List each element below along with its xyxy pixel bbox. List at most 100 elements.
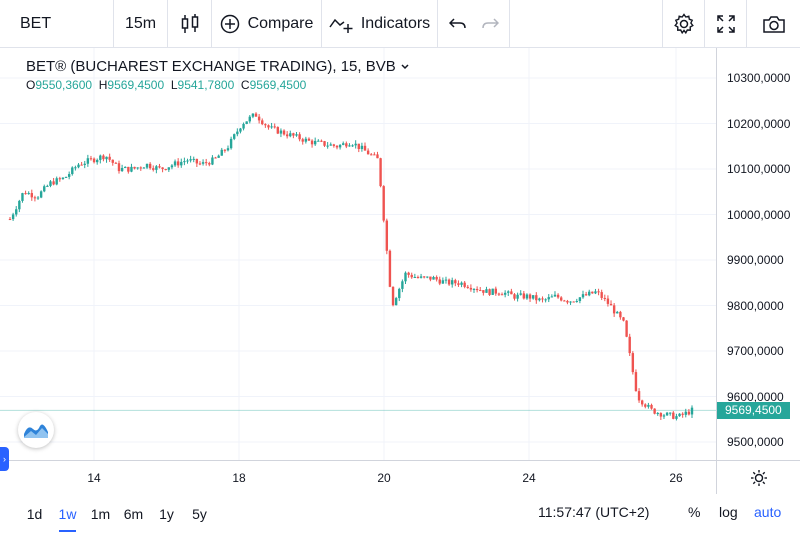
candle-body bbox=[625, 320, 628, 337]
indicators-button[interactable]: Indicators bbox=[322, 0, 438, 48]
candle-body bbox=[619, 311, 622, 318]
candle-body bbox=[560, 297, 563, 301]
candle-body bbox=[454, 280, 457, 284]
candle-body bbox=[173, 161, 177, 166]
candle-body bbox=[348, 145, 351, 147]
candle-body bbox=[507, 291, 510, 293]
candle-body bbox=[656, 413, 659, 415]
candle-body bbox=[600, 292, 603, 298]
candle-body bbox=[92, 158, 96, 163]
chart-settings-corner[interactable] bbox=[716, 460, 800, 494]
range-button-1d[interactable]: 1d bbox=[26, 506, 43, 522]
time-axis-label: 26 bbox=[669, 471, 683, 485]
fullscreen-icon bbox=[716, 14, 736, 34]
range-button-1m[interactable]: 1m bbox=[90, 506, 111, 522]
candle-body bbox=[285, 134, 289, 137]
candle-body bbox=[388, 250, 392, 287]
range-button-6m[interactable]: 6m bbox=[123, 506, 144, 522]
candle-body bbox=[58, 178, 62, 180]
candle-body bbox=[690, 407, 694, 415]
candle-body bbox=[588, 291, 591, 296]
high-key: H bbox=[98, 78, 108, 92]
candle-body bbox=[145, 163, 149, 168]
interval-button[interactable]: 15m bbox=[114, 0, 168, 48]
candle-body bbox=[310, 140, 314, 145]
chart-pane[interactable] bbox=[0, 48, 716, 460]
percent-toggle[interactable]: % bbox=[688, 504, 701, 520]
candle-body bbox=[653, 408, 656, 414]
candle-body bbox=[95, 159, 99, 163]
clock-timezone[interactable]: 11:57:47 (UTC+2) bbox=[538, 504, 650, 520]
candle-body bbox=[30, 193, 33, 198]
redo-icon[interactable] bbox=[481, 17, 499, 31]
candle-body bbox=[404, 272, 407, 282]
candle-body bbox=[251, 113, 255, 117]
candle-body bbox=[279, 130, 283, 134]
price-axis-label: 9900,0000 bbox=[727, 253, 784, 267]
undo-icon[interactable] bbox=[448, 17, 467, 31]
candle-body bbox=[394, 298, 398, 306]
fullscreen-button[interactable] bbox=[704, 0, 746, 48]
candle-body bbox=[158, 166, 161, 168]
candle-body bbox=[33, 197, 37, 199]
candle-body bbox=[616, 311, 619, 314]
log-toggle[interactable]: log bbox=[719, 504, 738, 520]
time-axis-label: 14 bbox=[87, 471, 101, 485]
chart-legend: BET® (BUCHAREST EXCHANGE TRADING), 15, B… bbox=[26, 58, 410, 92]
candle-body bbox=[77, 164, 80, 168]
price-chart[interactable] bbox=[0, 48, 716, 460]
candle-body bbox=[669, 412, 672, 414]
candle-body bbox=[426, 276, 429, 278]
candle-body bbox=[407, 272, 410, 275]
candle-body bbox=[488, 289, 491, 295]
legend-title-row[interactable]: BET® (BUCHAREST EXCHANGE TRADING), 15, B… bbox=[26, 58, 410, 75]
time-axis-label: 24 bbox=[522, 471, 536, 485]
candle-body bbox=[276, 127, 280, 134]
candle-body bbox=[681, 413, 684, 415]
candle-body bbox=[226, 148, 230, 151]
candle-body bbox=[441, 280, 445, 284]
tradingview-logo-button[interactable] bbox=[18, 412, 54, 448]
candle-body bbox=[211, 157, 214, 165]
range-button-1y[interactable]: 1y bbox=[159, 506, 174, 522]
candle-body bbox=[519, 293, 522, 295]
candle-body bbox=[133, 166, 136, 169]
candle-body bbox=[245, 121, 248, 124]
chart-type-button[interactable] bbox=[168, 0, 212, 48]
compare-button[interactable]: Compare bbox=[212, 0, 322, 48]
candle-body bbox=[204, 162, 208, 164]
candle-body bbox=[11, 214, 15, 220]
candle-body bbox=[298, 134, 301, 140]
auto-toggle[interactable]: auto bbox=[754, 504, 782, 520]
candle-body bbox=[217, 155, 220, 158]
candle-body bbox=[422, 276, 426, 278]
candle-body bbox=[155, 166, 158, 170]
price-axis[interactable]: 10300,0000 10200,0000 10100,0000 10000,0000… bbox=[716, 48, 800, 460]
snapshot-button[interactable] bbox=[746, 0, 800, 48]
price-axis-label: 10100,0000 bbox=[727, 162, 791, 176]
toggle-sidebar-handle[interactable]: › bbox=[0, 447, 9, 471]
camera-icon bbox=[762, 14, 786, 34]
candle-body bbox=[597, 291, 600, 293]
candle-body bbox=[603, 297, 607, 299]
range-button-1w[interactable]: 1w bbox=[51, 506, 84, 532]
range-button-5y[interactable]: 5y bbox=[192, 506, 207, 522]
indicators-icon bbox=[329, 14, 353, 34]
candle-body bbox=[229, 138, 233, 149]
settings-button[interactable] bbox=[662, 0, 704, 48]
time-axis[interactable]: 14 18 20 24 26 bbox=[0, 460, 716, 494]
candle-body bbox=[64, 176, 68, 178]
chevron-right-icon: › bbox=[3, 454, 6, 464]
candle-body bbox=[370, 154, 373, 156]
candle-body bbox=[644, 404, 647, 407]
candle-body bbox=[491, 288, 494, 295]
candle-body bbox=[36, 197, 40, 199]
candle-body bbox=[289, 133, 292, 137]
symbol-search-button[interactable]: BET bbox=[0, 0, 114, 48]
candle-body bbox=[609, 303, 613, 306]
candle-body bbox=[220, 149, 223, 156]
time-axis-label: 18 bbox=[232, 471, 246, 485]
candle-body bbox=[329, 144, 332, 146]
indicators-label: Indicators bbox=[360, 14, 431, 32]
candle-body bbox=[301, 139, 304, 142]
